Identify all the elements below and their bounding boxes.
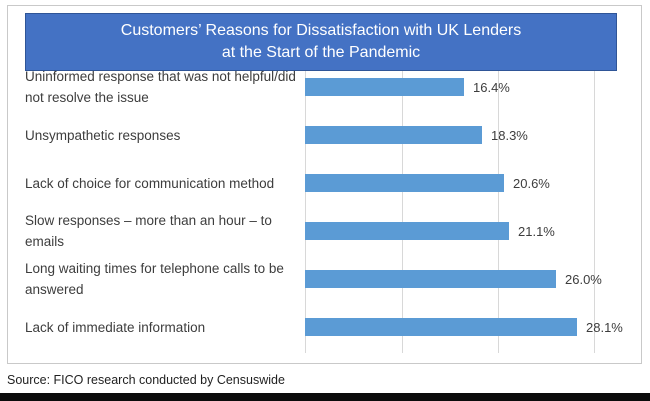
bar [305,78,464,96]
chart-title: Customers’ Reasons for Dissatisfaction w… [120,22,522,61]
bar-row: Uninformed response that was not helpful… [25,63,637,111]
value-label: 16.4% [473,79,510,95]
value-label: 18.3% [491,127,528,143]
category-label: Uninformed response that was not helpful… [25,69,296,105]
bottom-border-strip [0,393,650,401]
bar-row: Unsympathetic responses 18.3% [25,111,637,159]
category-label: Long waiting times for telephone calls t… [25,261,284,297]
category-label: Lack of immediate information [25,319,206,335]
gridline [305,66,306,353]
category-label: Lack of choice for communication method [25,175,275,191]
bar [305,126,482,144]
value-label: 26.0% [565,271,602,287]
gridline [498,66,499,353]
bar-row: Slow responses – more than an hour – to … [25,207,637,255]
plot-gridlines [305,66,595,353]
category-label: Slow responses – more than an hour – to … [25,213,272,249]
category-label: Unsympathetic responses [25,127,181,143]
bar [305,174,504,192]
gridline [402,66,403,353]
bar-row: Lack of immediate information 28.1% [25,303,637,351]
value-label: 21.1% [518,223,555,239]
bar-rows: Uninformed response that was not helpful… [8,6,641,363]
chart-panel: Customers’ Reasons for Dissatisfaction w… [7,5,642,364]
bar [305,318,577,336]
bar [305,270,556,288]
bar-row: Long waiting times for telephone calls t… [25,255,637,303]
value-label: 28.1% [586,319,623,335]
gridline [594,66,595,353]
chart-title-banner: Customers’ Reasons for Dissatisfaction w… [25,13,617,71]
bar-row: Lack of choice for communication method … [25,159,637,207]
source-note: Source: FICO research conducted by Censu… [7,373,285,387]
value-label: 20.6% [513,175,550,191]
bar [305,222,509,240]
